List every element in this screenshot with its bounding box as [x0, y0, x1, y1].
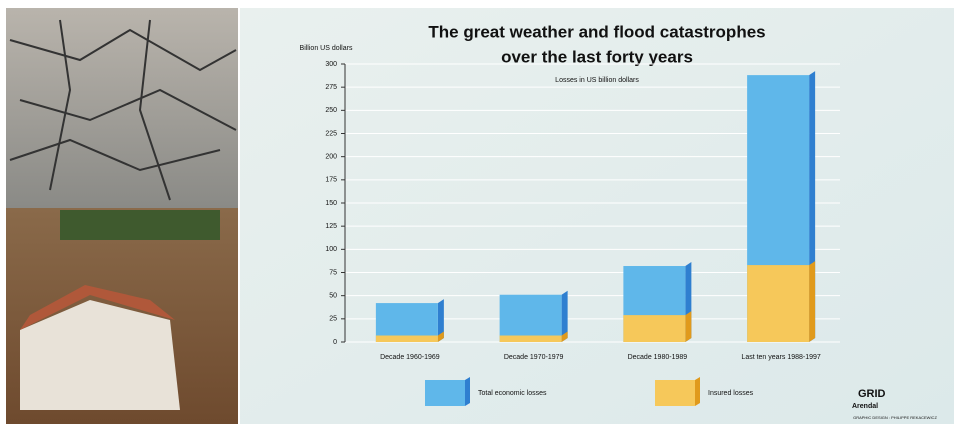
y-tick-label: 100	[325, 246, 337, 253]
bar	[499, 294, 562, 342]
y-tick-label: 50	[329, 293, 337, 300]
bar-side	[809, 261, 816, 342]
trees	[60, 210, 220, 240]
legend-swatch-side	[465, 377, 470, 406]
cracks	[9, 19, 237, 201]
chart-background	[240, 8, 954, 424]
y-tick-label: 75	[329, 269, 337, 276]
x-tick-label: Last ten years 1988-1997	[741, 354, 820, 361]
logo: GRID	[858, 388, 886, 400]
bar-side	[561, 331, 568, 342]
y-tick-label: 125	[325, 223, 337, 230]
chart-subtitle: Losses in US billion dollars	[555, 77, 639, 84]
y-tick-label: 275	[325, 84, 337, 91]
bar	[747, 265, 810, 342]
chart-title: The great weather and flood catastrophes	[428, 22, 765, 41]
legend-swatch-side	[695, 377, 700, 406]
photo-drought	[6, 8, 238, 208]
legend-swatch	[655, 380, 695, 406]
y-tick-label: 250	[325, 107, 337, 114]
legend-label: Insured losses	[708, 390, 754, 397]
bar	[623, 315, 686, 342]
house	[20, 300, 180, 410]
legend-swatch	[425, 380, 465, 406]
bar	[375, 335, 438, 342]
roof	[20, 285, 175, 330]
chart-title: over the last forty years	[501, 47, 693, 66]
legend-label: Total economic losses	[478, 390, 547, 397]
bar-side	[437, 299, 444, 342]
logo-sub: Arendal	[852, 403, 878, 410]
bar	[499, 335, 562, 342]
bar-side	[685, 311, 692, 342]
y-tick-label: 225	[325, 130, 337, 137]
x-tick-label: Decade 1960-1969	[380, 354, 440, 361]
bar-side	[561, 290, 568, 342]
x-tick-label: Decade 1980-1989	[628, 354, 688, 361]
x-tick-label: Decade 1970-1979	[504, 354, 564, 361]
y-tick-label: 150	[325, 200, 337, 207]
credit: GRAPHIC DESIGN : PHILIPPE REKACEWICZ	[853, 415, 937, 420]
y-tick-label: 25	[329, 316, 337, 323]
bar-side	[437, 331, 444, 342]
y-tick-label: 0	[333, 339, 337, 346]
y-tick-label: 175	[325, 177, 337, 184]
y-tick-label: 200	[325, 154, 337, 161]
y-tick-label: 300	[325, 61, 337, 68]
y-axis-label: Billion US dollars	[300, 45, 353, 52]
